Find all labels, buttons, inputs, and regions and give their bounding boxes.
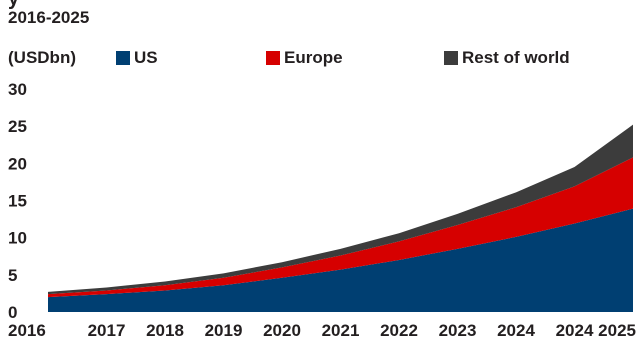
y-tick-label: 10 [8, 229, 27, 248]
x-tick-label: 2023 [439, 321, 477, 340]
legend-item-europe: Europe [266, 48, 343, 68]
y-tick-label: 30 [8, 80, 27, 99]
x-tick-label: 2024 [556, 321, 594, 340]
legend-swatch-us [116, 51, 130, 65]
chart-title-fragment: y [8, 0, 19, 11]
x-tick-label: 2024 [497, 321, 535, 340]
x-tick-label: 2025 [598, 321, 636, 340]
x-tick-label: 2022 [380, 321, 418, 340]
x-tick-label: 2020 [263, 321, 301, 340]
area-series-europe [48, 157, 633, 298]
x-tick-label: 2021 [322, 321, 360, 340]
unit-label: (USDbn) [8, 48, 76, 67]
x-tick-label: 2019 [205, 321, 243, 340]
y-tick-label: 0 [8, 303, 17, 322]
chart-subtitle: 2016-2025 [8, 8, 90, 27]
y-tick-label: 5 [8, 266, 17, 285]
legend-label-rest-of-world: Rest of world [462, 48, 570, 67]
x-tick-label: 2016 [8, 321, 46, 340]
legend-item-us: US [116, 48, 158, 68]
legend-label-europe: Europe [284, 48, 343, 67]
area-series-us [48, 208, 633, 312]
y-tick-label: 20 [8, 154, 27, 173]
y-tick-label: 25 [8, 117, 27, 136]
x-tick-label: 2018 [146, 321, 184, 340]
legend-swatch-rest-of-world [444, 51, 458, 65]
y-tick-label: 15 [8, 192, 27, 211]
legend-swatch-europe [266, 51, 280, 65]
x-tick-label: 2017 [88, 321, 126, 340]
legend-item-rest-of-world: Rest of world [444, 48, 570, 68]
legend-label-us: US [134, 48, 158, 67]
